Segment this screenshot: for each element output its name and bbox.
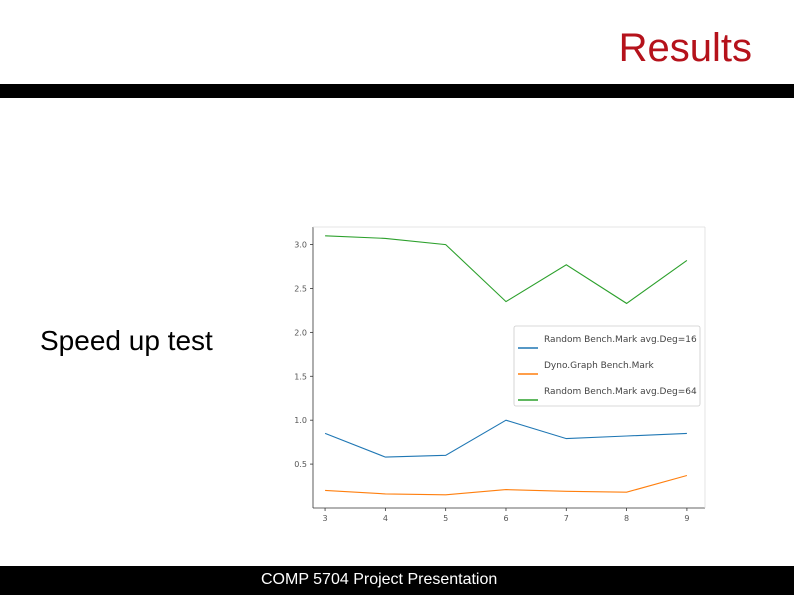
speed-up-test-label: Speed up test [40, 325, 213, 356]
speedup-line-chart: 0.5 1.0 1.5 2.0 2.5 3.0 3 4 5 6 7 8 9 Random Bench.Ma… [270, 222, 710, 522]
y-tick-label-3: 2.0 [294, 328, 307, 337]
legend-label-1: Dyno.Graph Bench.Mark [544, 361, 655, 371]
y-tick-label-5: 3.0 [294, 241, 307, 250]
slide-title: Results [618, 26, 752, 70]
series-line-2 [325, 235, 688, 305]
y-tick-label-1: 1.0 [294, 416, 307, 425]
x-tick-label-4: 7 [564, 514, 569, 522]
x-tick-label-6: 9 [684, 514, 689, 522]
x-tick-label-2: 5 [443, 514, 448, 522]
x-tick-label-5: 8 [624, 514, 629, 522]
footer-text: COMP 5704 Project Presentation [261, 571, 498, 588]
title-divider [0, 84, 794, 98]
y-tick-label-2: 1.5 [294, 372, 307, 381]
footer-bar [0, 566, 794, 595]
chart-svg: 0.5 1.0 1.5 2.0 2.5 3.0 3 4 5 6 7 8 9 Random Bench.Ma… [294, 226, 706, 522]
legend-box [513, 325, 701, 407]
y-tick-label-0: 0.5 [294, 460, 307, 469]
series-line-0 [324, 419, 687, 458]
legend-label-0: Random Bench.Mark avg.Deg=16 [544, 335, 697, 345]
x-tick-label-1: 4 [383, 514, 388, 522]
legend-label-2: Random Bench.Mark avg.Deg=64 [544, 387, 697, 397]
series-line-1 [325, 474, 688, 496]
x-tick-label-3: 6 [503, 514, 508, 522]
x-tick-label-0: 3 [323, 514, 328, 522]
y-tick-label-4: 2.5 [294, 284, 307, 293]
